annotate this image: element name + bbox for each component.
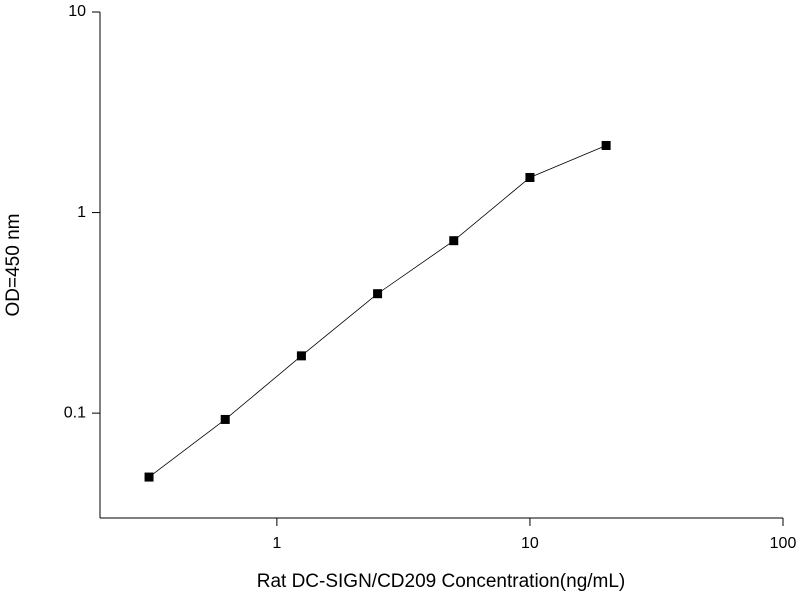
series-line	[148, 145, 607, 478]
y-tick-label: 1	[77, 204, 86, 221]
marker	[220, 414, 230, 424]
y-tick-label: 10	[68, 3, 86, 20]
x-axis-title: Rat DC-SIGN/CD209 Concentration(ng/mL)	[257, 571, 626, 592]
x-tick-label: 1	[272, 535, 281, 552]
y-tick-label: 0.1	[64, 404, 86, 421]
x-tick-label: 100	[770, 535, 797, 552]
marker	[296, 351, 306, 361]
marker	[144, 472, 154, 482]
y-axis-title: OD=450 nm	[3, 214, 24, 317]
marker	[601, 140, 611, 150]
marker	[449, 236, 459, 246]
marker	[373, 289, 383, 299]
x-tick-label: 10	[521, 535, 539, 552]
marker	[525, 172, 535, 182]
